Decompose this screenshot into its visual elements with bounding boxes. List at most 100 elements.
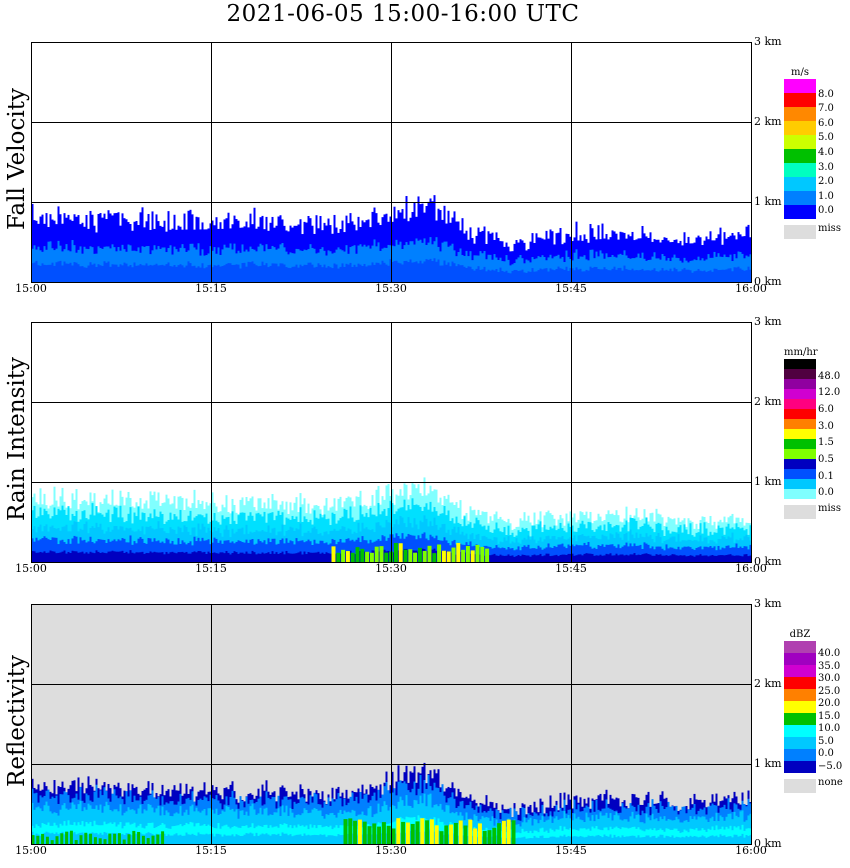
echo-cell xyxy=(329,251,332,282)
core-cell xyxy=(434,825,439,844)
echo-cell xyxy=(719,227,722,282)
echo-cell xyxy=(527,271,530,282)
echo-cell xyxy=(585,553,588,562)
echo-cell xyxy=(215,538,218,562)
echo-cell xyxy=(703,270,706,282)
echo-cell xyxy=(575,249,578,282)
legend-swatch xyxy=(784,121,816,135)
echo-cell xyxy=(93,263,96,282)
echo-cell xyxy=(601,544,604,562)
echo-cell xyxy=(107,261,110,282)
echo-cell xyxy=(505,838,508,844)
echo-cell xyxy=(313,248,316,282)
echo-cell xyxy=(201,552,204,562)
echo-cell xyxy=(169,245,172,282)
echo-cell xyxy=(75,551,78,562)
echo-cell xyxy=(81,540,84,562)
echo-cell xyxy=(213,827,216,844)
echo-cell xyxy=(575,555,578,562)
echo-cell xyxy=(493,553,496,562)
echo-cell xyxy=(725,545,728,562)
echo-cell xyxy=(523,554,526,562)
echo-cell xyxy=(53,265,56,282)
echo-cell xyxy=(341,825,344,844)
echo-cell xyxy=(323,834,326,844)
echo-cell xyxy=(681,555,684,562)
echo-cell xyxy=(631,827,634,844)
echo-cell xyxy=(285,550,288,562)
echo-cell xyxy=(227,212,230,282)
echo-cell xyxy=(191,527,194,562)
echo-cell xyxy=(101,825,104,844)
echo-cell xyxy=(527,819,530,844)
echo-cell xyxy=(393,260,396,282)
echo-cell xyxy=(101,248,104,282)
echo-cell xyxy=(335,825,338,844)
echo-cell xyxy=(45,801,48,844)
echo-cell xyxy=(653,555,656,562)
echo-cell xyxy=(211,250,214,282)
echo-cell xyxy=(749,835,752,844)
echo-cell xyxy=(707,271,710,282)
echo-cell xyxy=(113,539,116,562)
echo-cell xyxy=(121,833,124,844)
echo-cell xyxy=(717,555,720,562)
echo-cell xyxy=(127,542,130,562)
echo-cell xyxy=(619,837,622,844)
echo-cell xyxy=(697,837,700,844)
echo-cell xyxy=(77,552,80,562)
echo-cell xyxy=(377,242,380,282)
echo-cell xyxy=(143,809,146,844)
echo-cell xyxy=(447,210,450,282)
echo-cell xyxy=(65,524,68,562)
core-cell xyxy=(132,830,136,844)
echo-cell xyxy=(259,834,262,844)
echo-cell xyxy=(73,262,76,282)
echo-cell xyxy=(267,538,270,562)
echo-cell xyxy=(329,825,332,844)
core-cell xyxy=(156,834,160,844)
echo-cell xyxy=(223,540,226,562)
echo-cell xyxy=(229,835,232,844)
echo-cell xyxy=(107,539,110,562)
echo-cell xyxy=(113,264,116,282)
time-tick-label: 15:45 xyxy=(555,282,587,295)
echo-cell xyxy=(439,265,442,282)
core-cell xyxy=(374,546,379,562)
echo-cell xyxy=(681,547,684,562)
echo-cell xyxy=(77,215,80,282)
echo-cell xyxy=(555,269,558,282)
echo-cell xyxy=(745,255,748,282)
echo-cell xyxy=(227,263,230,282)
echo-cell xyxy=(119,264,122,282)
echo-cell xyxy=(207,539,210,562)
echo-cell xyxy=(649,828,652,844)
echo-cell xyxy=(471,269,474,282)
echo-cell xyxy=(521,546,524,562)
echo-cell xyxy=(487,269,490,282)
echo-cell xyxy=(743,258,746,282)
echo-cell xyxy=(541,835,544,844)
echo-cell xyxy=(425,259,428,282)
echo-cell xyxy=(621,546,624,562)
echo-cell xyxy=(701,258,704,282)
echo-cell xyxy=(109,248,112,282)
echo-cell xyxy=(151,211,154,282)
echo-cell xyxy=(409,817,412,844)
echo-cell xyxy=(169,835,172,844)
echo-cell xyxy=(495,835,498,844)
echo-cell xyxy=(245,266,248,282)
core-cell xyxy=(439,831,444,844)
echo-cell xyxy=(481,836,484,844)
legend-swatch xyxy=(784,459,816,469)
echo-cell xyxy=(445,241,448,282)
echo-cell xyxy=(91,541,94,562)
echo-cell xyxy=(37,552,40,562)
echo-cell xyxy=(181,551,184,562)
echo-cell xyxy=(703,836,706,844)
legend-tick-label: 1.0 xyxy=(818,190,834,202)
echo-cell xyxy=(691,836,694,844)
core-cell xyxy=(331,546,336,562)
echo-cell xyxy=(707,547,710,562)
echo-cell xyxy=(521,554,524,562)
